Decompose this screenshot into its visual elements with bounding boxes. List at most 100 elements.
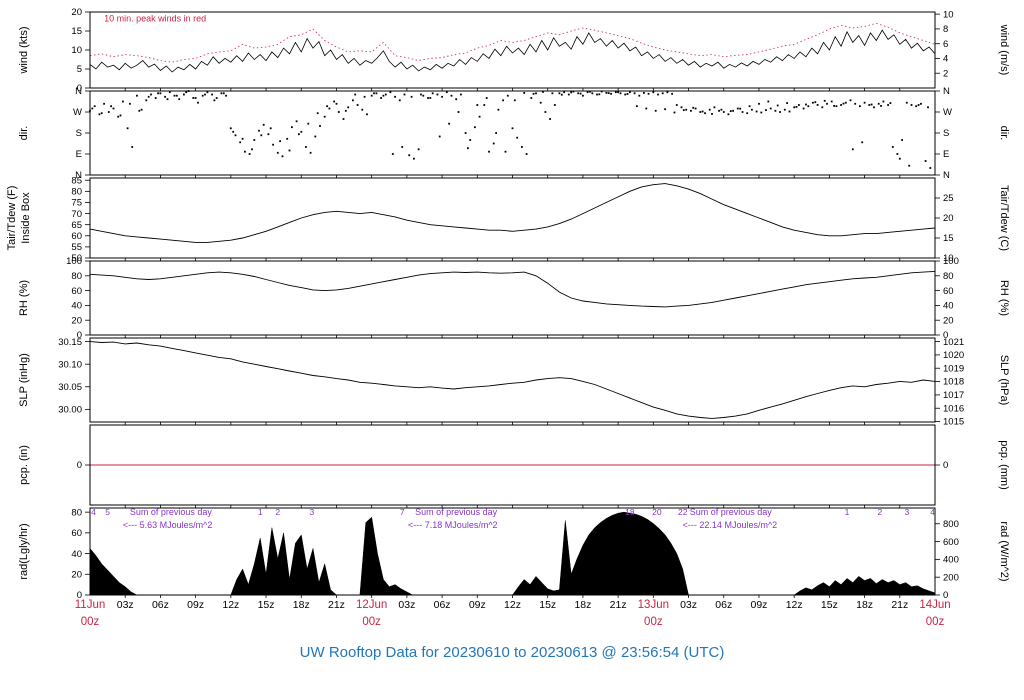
date-label: 14Jun bbox=[919, 599, 950, 611]
wind-annotation: 10 min. peak winds in red bbox=[104, 13, 206, 23]
rad-annotation: 2 bbox=[877, 507, 882, 517]
tair-right-tick-label: 15 bbox=[943, 233, 954, 244]
tair-right-tick-label: 10 bbox=[943, 253, 954, 264]
slp-ylabel-right: SLP (hPa) bbox=[998, 355, 1010, 406]
relative-humidity bbox=[89, 270, 936, 308]
hour-tick-label: 09z bbox=[187, 599, 204, 611]
chart-title: UW Rooftop Data for 20230610 to 20230613… bbox=[299, 644, 725, 661]
dir-frame bbox=[89, 90, 936, 176]
wind-left-tick-label: 10 bbox=[71, 45, 82, 56]
wind-left-tick-label: 15 bbox=[71, 26, 82, 37]
dir-left-tick-label: W bbox=[73, 107, 82, 118]
hour-tick-label: 18z bbox=[293, 599, 310, 611]
rh-right-tick-label: 100 bbox=[943, 256, 959, 267]
rh-left-tick-label: 60 bbox=[71, 286, 82, 297]
tair-ylabel-left: Inside Box bbox=[20, 192, 32, 244]
hour-tick-label: 03z bbox=[398, 599, 415, 611]
hour-tick-label: 21z bbox=[328, 599, 345, 611]
rad-annotation: <--- 22.14 MJoules/m^2 bbox=[683, 520, 778, 530]
rad-right-tick-label: 400 bbox=[943, 555, 959, 566]
hour-tick-label: 09z bbox=[750, 599, 767, 611]
date-label: 11Jun bbox=[75, 599, 105, 611]
dir-right-tick-label: W bbox=[943, 107, 952, 118]
rad-annotation: 1 bbox=[258, 507, 263, 517]
tair-left-tick-label: 65 bbox=[71, 220, 82, 231]
hour-tick-label: 12z bbox=[786, 599, 803, 611]
wind-right-tick-label: 2 bbox=[943, 68, 948, 79]
x-axis-labels: 03z 06z 09z 12z 15z 18z 21z 03z 06z 09z 12z 15z 18z 2… bbox=[75, 599, 951, 628]
hour-tick-label: 12z bbox=[504, 599, 521, 611]
hour-tick-label: 15z bbox=[258, 599, 275, 611]
slp-ylabel-left: SLP (inHg) bbox=[18, 353, 30, 407]
hour-tick-label: 06z bbox=[715, 599, 732, 611]
hour-tick-label: 03z bbox=[117, 599, 134, 611]
hour-tick-label: 12z bbox=[222, 599, 239, 611]
wind-direction-scatter bbox=[89, 90, 932, 169]
rad-annotation: Sum of previous day bbox=[415, 507, 498, 517]
tair-left-tick-label: 80 bbox=[71, 187, 82, 198]
rad-left-tick-label: 40 bbox=[71, 549, 82, 560]
date-label: 12Jun bbox=[356, 599, 387, 611]
pcp-ylabel-left: pcp. (in) bbox=[18, 445, 30, 485]
wind-left-tick-label: 5 bbox=[77, 64, 82, 75]
wind-panel: 0 5 10 15 20 2 4 6 8 10 10 min. peak winds in red w… bbox=[18, 7, 1010, 94]
rad-annotation: 20 bbox=[652, 507, 662, 517]
hour-tick-label: 15z bbox=[539, 599, 556, 611]
dir-left-tick-label: N bbox=[75, 170, 82, 181]
slp-panel: 30.00 30.05 30.10 30.15 1015 1016 1017 1018 1019… bbox=[18, 337, 1010, 428]
dir-ylabel-left: dir. bbox=[18, 126, 30, 141]
wind-peak bbox=[89, 22, 936, 63]
rad-ylabel-right: rad (W/m^2) bbox=[998, 521, 1010, 581]
rad-frame bbox=[89, 507, 936, 596]
wind-right-tick-label: 6 bbox=[943, 39, 948, 50]
slp-right-tick-label: 1015 bbox=[943, 417, 964, 428]
rad-annotation: Sum of previous day bbox=[130, 507, 213, 517]
rh-right-tick-label: 60 bbox=[943, 286, 954, 297]
tair-ylabel-right: Tair/Tdew (C) bbox=[998, 185, 1010, 251]
date-label-hour: 00z bbox=[81, 616, 100, 628]
tair-ylabel-left: Tair/Tdew (F) bbox=[6, 186, 18, 251]
rad-annotation: 2 bbox=[275, 507, 280, 517]
air-temperature bbox=[89, 183, 936, 243]
rad-annotation: 22 bbox=[678, 507, 688, 517]
rad-annotation: 1 bbox=[845, 507, 850, 517]
pcp-ylabel-right: pcp. (mm) bbox=[998, 440, 1010, 490]
tair-left-tick-label: 85 bbox=[71, 175, 82, 186]
rh-left-tick-label: 40 bbox=[71, 301, 82, 312]
rad-right-tick-label: 0 bbox=[943, 590, 948, 601]
wind-left-tick-label: 0 bbox=[77, 83, 82, 94]
tair-left-tick-label: 60 bbox=[71, 231, 82, 242]
tair-right-tick-label: 25 bbox=[943, 193, 954, 204]
date-label-hour: 00z bbox=[362, 616, 381, 628]
rad-left-tick-label: 80 bbox=[71, 507, 82, 518]
hour-tick-label: 06z bbox=[152, 599, 169, 611]
tair-frame bbox=[89, 177, 936, 259]
slp-left-tick-label: 30.15 bbox=[58, 337, 82, 348]
hour-tick-label: 18z bbox=[574, 599, 591, 611]
slp-frame bbox=[89, 337, 936, 423]
rad-annotation: 4 bbox=[91, 507, 96, 517]
rad-left-tick-label: 20 bbox=[71, 569, 82, 580]
date-label: 13Jun bbox=[638, 599, 669, 611]
rad-right-tick-label: 800 bbox=[943, 519, 959, 530]
rh-left-tick-label: 80 bbox=[71, 271, 82, 282]
rad-left-tick-label: 60 bbox=[71, 528, 82, 539]
hour-tick-label: 09z bbox=[469, 599, 486, 611]
wind-mean bbox=[89, 29, 936, 73]
wind-left-tick-label: 20 bbox=[71, 7, 82, 18]
tair-left-tick-label: 55 bbox=[71, 242, 82, 253]
slp-left-tick-label: 30.10 bbox=[58, 359, 82, 370]
wind-right-tick-label: 8 bbox=[943, 24, 948, 35]
rad-ylabel-left: rad(Lgly/hr) bbox=[18, 523, 30, 579]
wind-ylabel-left: wind (kts) bbox=[18, 26, 30, 74]
rad-annotation: 3 bbox=[309, 507, 314, 517]
rh-panel: 0 20 40 60 80 100 0 20 40 60 80 100 RH (%) RH (%) bbox=[18, 256, 1010, 341]
wind-ylabel-right: wind (m/s) bbox=[998, 24, 1010, 76]
dir-left-tick-label: N bbox=[75, 86, 82, 97]
dir-right-tick-label: S bbox=[943, 128, 949, 139]
hour-tick-label: 21z bbox=[891, 599, 908, 611]
slp-right-tick-label: 1017 bbox=[943, 390, 964, 401]
